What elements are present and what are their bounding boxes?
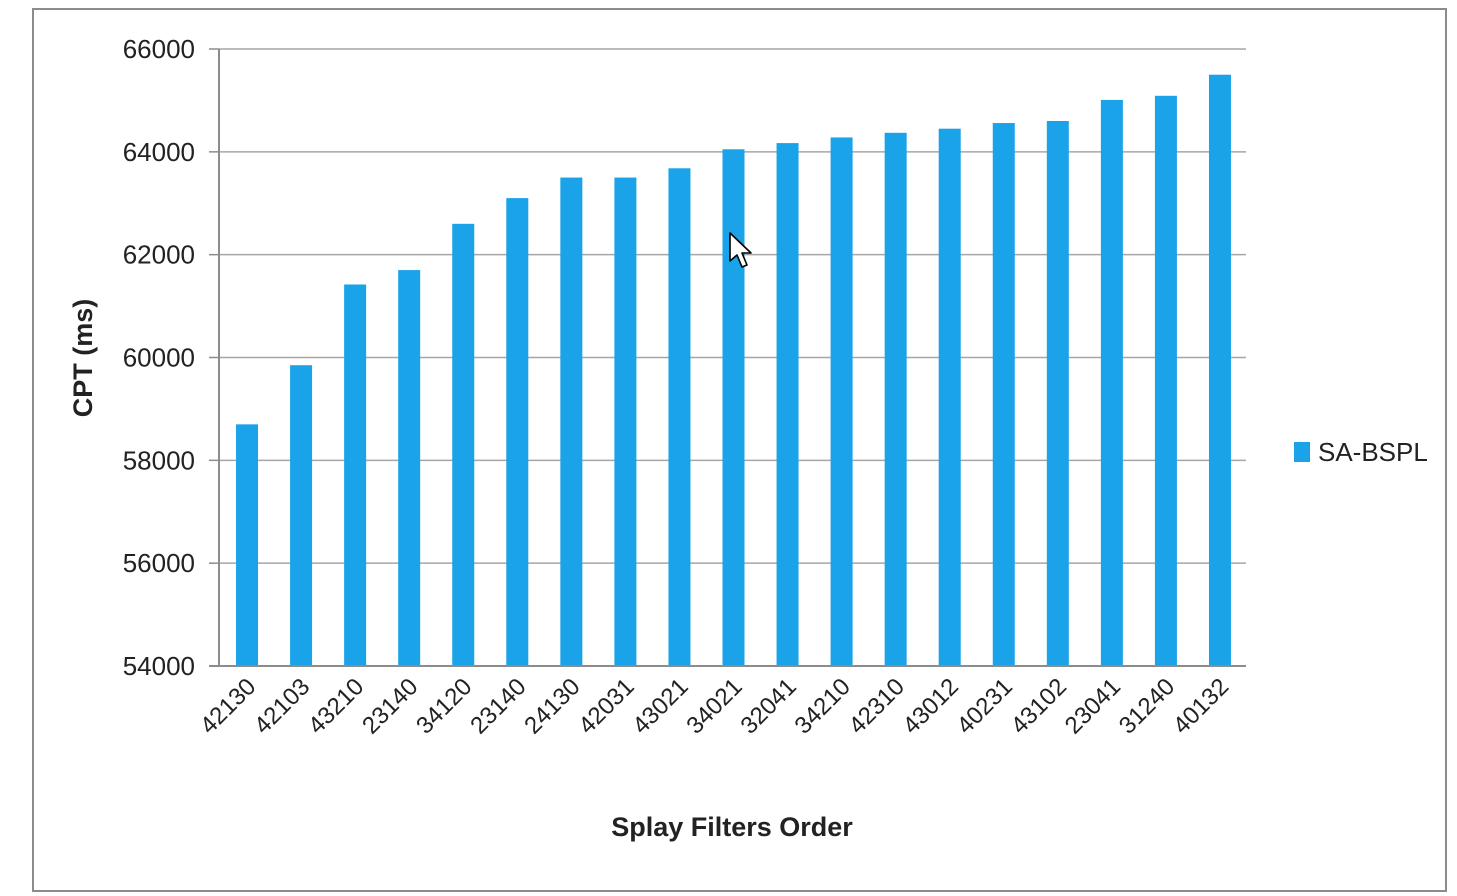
bar-3 — [344, 284, 367, 666]
y-tick-label: 60000 — [123, 343, 195, 373]
y-tick-labels: 54000 56000 58000 60000 62000 64000 66000 — [123, 34, 195, 681]
x-tick-label: 34210 — [790, 673, 856, 739]
x-tick-label: 40231 — [952, 673, 1018, 739]
x-tick-label: 23140 — [465, 673, 531, 739]
x-tick-labels: 4213042103432102314034120231402413042031… — [195, 673, 1234, 739]
x-tick-label: 31240 — [1114, 673, 1180, 739]
legend-label: SA-BSPL — [1318, 437, 1428, 467]
x-tick-label: 24130 — [519, 673, 585, 739]
bar-14 — [938, 128, 961, 667]
bar-11 — [776, 143, 799, 666]
x-tick-label: 40132 — [1168, 673, 1234, 739]
bar-18 — [1154, 95, 1177, 666]
bar-10 — [722, 149, 745, 666]
y-tick-label: 64000 — [123, 137, 195, 167]
x-tick-label: 32041 — [736, 673, 802, 739]
bars — [236, 74, 1231, 667]
x-axis-title: Splay Filters Order — [611, 812, 853, 842]
bar-15 — [992, 123, 1015, 667]
x-tick-label: 42031 — [573, 673, 639, 739]
x-tick-label: 42130 — [195, 673, 261, 739]
bar-6 — [506, 198, 529, 666]
x-tick-label: 34021 — [681, 673, 747, 739]
x-tick-label: 43210 — [303, 673, 369, 739]
mouse-pointer-icon — [729, 232, 752, 268]
y-tick-label: 66000 — [123, 34, 195, 64]
y-axis-title: CPT (ms) — [68, 299, 98, 418]
x-tick-label: 42103 — [249, 673, 315, 739]
y-tick-label: 54000 — [123, 651, 195, 681]
legend-swatch — [1294, 442, 1310, 462]
bar-17 — [1100, 99, 1123, 667]
bar-1 — [236, 424, 259, 666]
x-tick-label: 43012 — [898, 673, 964, 739]
bar-5 — [452, 223, 475, 667]
bar-13 — [884, 132, 907, 666]
x-tick-label: 34120 — [411, 673, 477, 739]
y-tick-label: 62000 — [123, 240, 195, 270]
x-tick-label: 23041 — [1060, 673, 1126, 739]
legend: SA-BSPL — [1294, 437, 1428, 467]
y-tick-label: 56000 — [123, 548, 195, 578]
bar-16 — [1046, 120, 1069, 666]
y-tick-label: 58000 — [123, 445, 195, 475]
x-tick-label: 42310 — [844, 673, 910, 739]
x-tick-label: 43021 — [627, 673, 693, 739]
bar-2 — [290, 365, 313, 666]
x-tick-label: 43102 — [1006, 673, 1072, 739]
x-tick-label: 23140 — [357, 673, 423, 739]
bar-4 — [398, 270, 421, 666]
bar-19 — [1208, 74, 1231, 667]
bar-7 — [560, 177, 583, 666]
bar-9 — [668, 168, 691, 666]
bar-8 — [614, 177, 637, 666]
bar-12 — [830, 137, 853, 667]
